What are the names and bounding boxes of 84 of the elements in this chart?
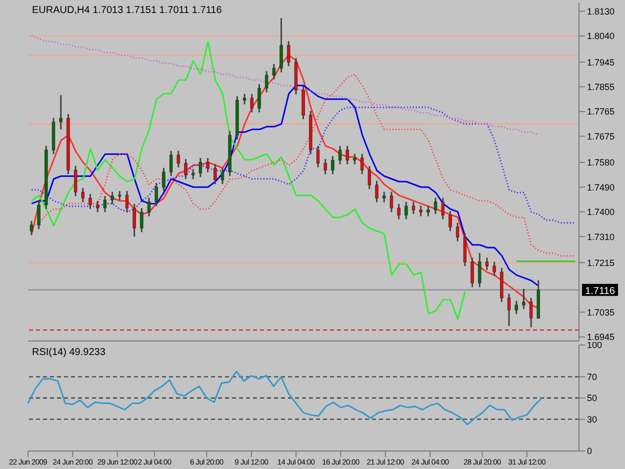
candlestick (412, 201, 416, 215)
y-tick-label: 70 (587, 372, 598, 382)
candlestick (154, 182, 158, 207)
candlestick (382, 191, 386, 203)
candlestick (96, 200, 100, 213)
candlestick (441, 197, 444, 220)
y-tick-label: 1.8040 (587, 31, 615, 42)
candlestick (118, 190, 122, 201)
candlestick (81, 187, 84, 203)
candlestick (478, 252, 482, 288)
candlestick (206, 157, 210, 174)
candlestick (492, 261, 496, 277)
candlestick (272, 63, 276, 80)
candlestick (88, 193, 92, 210)
y-tick-label: 1.8130 (587, 6, 615, 16)
candlestick (169, 150, 173, 177)
y-tick-label: 1.7400 (587, 207, 615, 218)
candlestick (368, 165, 372, 190)
candlestick (242, 93, 246, 106)
candlestick (184, 158, 188, 180)
y-tick-label: 1.7945 (587, 57, 615, 68)
candlestick (529, 297, 533, 328)
candlestick (30, 220, 34, 236)
candlestick (522, 288, 526, 310)
candlestick (448, 210, 452, 232)
ref-line-label: 1.7116 (585, 286, 616, 297)
y-tick-label: 1.7490 (587, 182, 615, 192)
candlestick (514, 300, 518, 315)
candlestick (110, 191, 114, 205)
candlestick (264, 70, 268, 94)
candlestick (287, 40, 290, 67)
candlestick (338, 145, 342, 166)
candlestick (346, 145, 349, 166)
candlestick (404, 201, 408, 220)
candlestick (191, 168, 195, 180)
y-tick-label: 1.7580 (587, 158, 615, 168)
line-series (30, 35, 540, 136)
candlestick (375, 180, 378, 203)
candlestick (198, 157, 202, 178)
candlestick (324, 158, 327, 175)
candlestick (507, 292, 511, 327)
candlestick (74, 165, 78, 197)
candlestick (258, 83, 261, 114)
y-tick-label: 1.7675 (587, 131, 615, 142)
candlestick (390, 191, 394, 213)
candlestick (456, 222, 460, 242)
y-tick-label: 0 (587, 446, 592, 456)
line-series (27, 370, 543, 426)
candlestick (140, 207, 144, 233)
candlestick (331, 155, 334, 175)
y-tick-label: 1.7310 (587, 232, 615, 242)
y-tick-label: 1.6945 (587, 332, 615, 342)
line-series (30, 84, 540, 287)
candlestick (470, 256, 474, 288)
candlestick (125, 190, 129, 213)
y-tick-label: 50 (587, 393, 598, 404)
candlestick (360, 153, 364, 175)
candlestick (250, 93, 254, 114)
candlestick (220, 167, 224, 185)
candlestick (162, 167, 166, 192)
candlestick (59, 94, 62, 130)
y-tick-label: 1.7035 (587, 307, 615, 318)
candlestick (316, 145, 320, 168)
chart-title: RSI(14) 49.9233 (32, 347, 106, 358)
candlestick (434, 197, 438, 215)
candlestick (103, 195, 107, 213)
chart-title: EURAUD,H4 1.7013 1.7151 1.7011 1.7116 (32, 5, 222, 16)
candlestick (485, 256, 489, 271)
candlestick (280, 17, 283, 73)
candlestick (37, 200, 40, 230)
candlestick (397, 203, 400, 220)
candlestick (419, 205, 422, 217)
y-tick-label: 30 (587, 414, 598, 424)
y-tick-label: 1.7855 (587, 82, 615, 92)
y-tick-label: 1.7215 (587, 258, 615, 268)
candlestick (353, 153, 356, 166)
y-tick-label: 100 (587, 340, 602, 350)
candlestick (214, 163, 217, 185)
candlestick (132, 203, 136, 238)
candlestick (176, 150, 180, 168)
y-tick-label: 1.7765 (587, 106, 615, 117)
candlestick (426, 205, 430, 217)
line-series (30, 40, 466, 320)
candlestick (147, 197, 151, 217)
